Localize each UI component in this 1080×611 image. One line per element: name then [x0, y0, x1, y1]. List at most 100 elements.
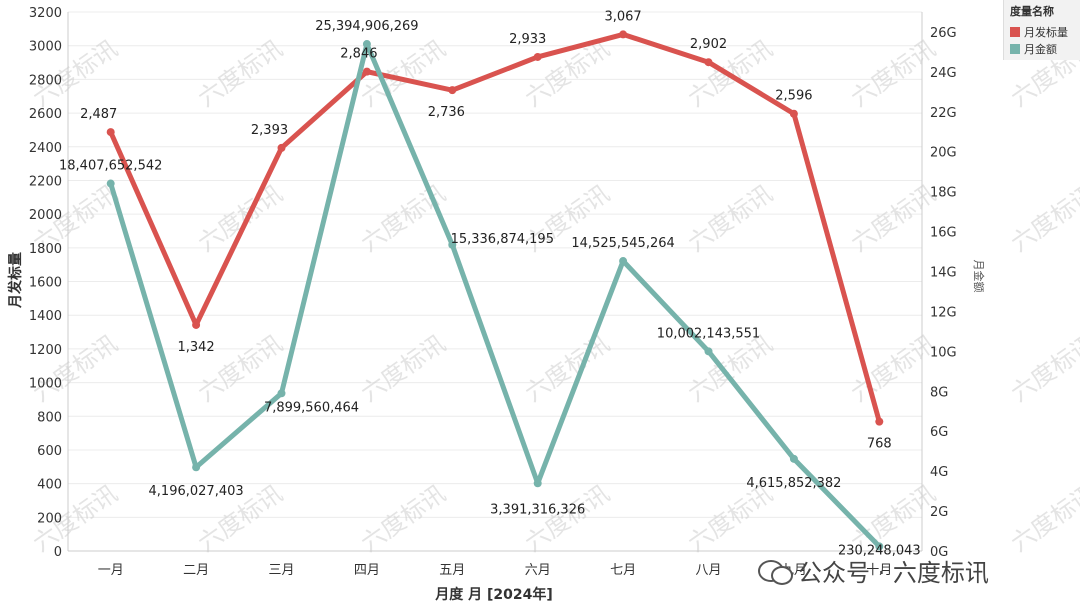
data-label: 15,336,874,195	[451, 232, 554, 247]
right-tick-label: 8G	[930, 385, 948, 400]
footer-watermark: 公众号 · 六度标讯	[758, 553, 989, 588]
data-point[interactable]	[192, 463, 201, 472]
data-label: 2,736	[428, 105, 465, 120]
data-point[interactable]	[192, 320, 201, 329]
data-label: 14,525,545,264	[571, 236, 674, 251]
data-point[interactable]	[362, 67, 371, 76]
data-point[interactable]	[277, 389, 286, 398]
data-label: 18,407,652,542	[59, 159, 162, 174]
data-label: 2,902	[690, 37, 727, 52]
data-point[interactable]	[875, 417, 884, 426]
data-point[interactable]	[704, 58, 713, 67]
x-tick-label: 五月	[439, 563, 465, 578]
x-tick-label: 一月	[98, 563, 124, 578]
legend-label-count: 月发标量	[1024, 26, 1068, 39]
data-label: 25,394,906,269	[315, 19, 418, 34]
data-point[interactable]	[619, 30, 628, 39]
series-layer	[106, 30, 884, 551]
data-point[interactable]	[362, 40, 371, 49]
legend: 度量名称 月发标量 月金额	[1003, 0, 1080, 60]
data-label: 768	[867, 437, 892, 452]
data-label: 2,846	[340, 47, 377, 62]
footer-watermark-text: 公众号 · 六度标讯	[798, 559, 989, 587]
data-label: 2,487	[80, 107, 117, 122]
right-tick-label: 24G	[930, 66, 957, 81]
watermark-text: 六度标讯	[520, 479, 615, 557]
data-point[interactable]	[704, 347, 713, 356]
right-tick-label: 26G	[930, 26, 957, 41]
watermark-text: 六度标讯	[356, 329, 451, 407]
data-label: 7,899,560,464	[264, 400, 359, 415]
right-tick-label: 22G	[930, 106, 957, 121]
right-tick-label: 14G	[930, 266, 957, 281]
data-labels: 2,487 1,342 2,393 2,846 2,736 2,933 3,067 2,902…	[59, 9, 921, 558]
data-point[interactable]	[448, 86, 457, 95]
gridlines	[68, 11, 922, 552]
x-axis-title: 月度 月 [2024年]	[434, 586, 553, 603]
data-point[interactable]	[533, 52, 542, 61]
legend-item-amount[interactable]: 月金额	[1010, 41, 1057, 57]
legend-swatch-count	[1010, 27, 1020, 37]
right-tick-label: 2G	[930, 505, 948, 520]
left-tick-label: 1200	[29, 343, 62, 358]
data-point[interactable]	[533, 479, 542, 488]
data-label: 10,002,143,551	[657, 326, 760, 341]
watermark-text: 六度标讯	[1006, 479, 1080, 557]
right-tick-label: 6G	[930, 425, 948, 440]
watermark-text: 六度标讯	[356, 179, 451, 257]
data-label: 4,196,027,403	[149, 484, 244, 499]
data-point[interactable]	[875, 542, 884, 551]
x-tick-label: 二月	[183, 563, 209, 578]
data-point[interactable]	[619, 257, 628, 266]
wechat-icon	[758, 558, 793, 585]
watermark-text: 六度标讯	[846, 329, 941, 407]
watermark-text: 六度标讯	[683, 179, 778, 257]
watermark-text: 六度标讯	[1006, 329, 1080, 407]
data-label: 230,248,043	[838, 543, 921, 558]
data-label: 2,393	[251, 123, 288, 138]
data-label: 2,596	[775, 89, 812, 104]
left-tick-label: 400	[37, 478, 62, 493]
watermark-text: 六度标讯	[28, 329, 123, 407]
left-tick-label: 2600	[29, 107, 62, 122]
right-axis-title: 月金额	[972, 260, 986, 293]
left-tick-label: 2000	[29, 208, 62, 223]
x-tick-label: 六月	[525, 563, 551, 578]
left-tick-label: 3000	[29, 40, 62, 55]
watermark-text: 六度标讯	[683, 479, 778, 557]
right-tick-label: 18G	[930, 186, 957, 201]
data-point[interactable]	[277, 143, 286, 152]
left-tick-label: 1000	[29, 377, 62, 392]
left-tick-label: 0	[54, 545, 62, 560]
left-tick-label: 2800	[29, 73, 62, 88]
data-label: 1,342	[177, 340, 214, 355]
right-tick-label: 4G	[930, 465, 948, 480]
watermark-text: 六度标讯	[520, 329, 615, 407]
data-point[interactable]	[106, 128, 115, 137]
left-tick-label: 2200	[29, 174, 62, 189]
right-tick-label: 16G	[930, 226, 957, 241]
left-tick-label: 1600	[29, 276, 62, 291]
left-tick-label: 1800	[29, 242, 62, 257]
watermark-text: 六度标讯	[356, 479, 451, 557]
left-tick-label: 800	[37, 410, 62, 425]
left-tick-label: 600	[37, 444, 62, 459]
data-label: 2,933	[509, 32, 546, 47]
axes: 0 200 400 600 800 1000 1200 1400 1600 1800 2000 220…	[29, 6, 957, 578]
data-point[interactable]	[448, 240, 457, 249]
legend-item-count[interactable]: 月发标量	[1010, 24, 1068, 40]
data-point[interactable]	[106, 179, 115, 188]
data-point[interactable]	[789, 109, 798, 118]
x-tick-label: 四月	[354, 563, 380, 578]
watermark-text: 六度标讯	[1006, 179, 1080, 257]
x-tick-label: 三月	[268, 563, 294, 578]
series-line-count	[108, 31, 882, 425]
series-line-amount	[108, 41, 882, 549]
right-tick-label: 10G	[930, 345, 957, 360]
data-point[interactable]	[789, 454, 798, 463]
left-tick-label: 1400	[29, 309, 62, 324]
legend-label-amount: 月金额	[1024, 43, 1057, 56]
data-label: 3,067	[604, 9, 641, 24]
left-tick-label: 3200	[29, 6, 62, 21]
